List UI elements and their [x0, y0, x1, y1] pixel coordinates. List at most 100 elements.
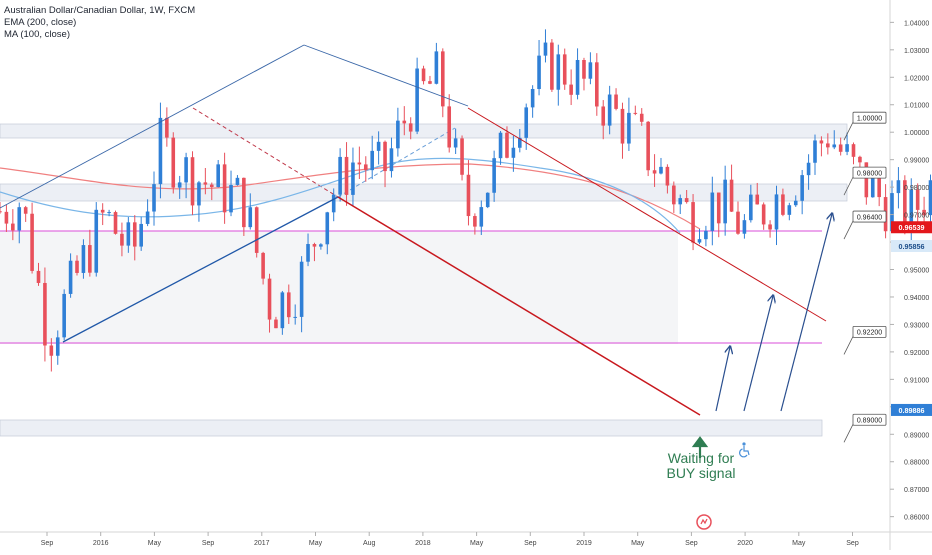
candle-body: [280, 292, 285, 329]
candle-body: [838, 144, 843, 152]
level-callout-box: [852, 413, 887, 426]
candle-body: [543, 42, 548, 56]
candle-body: [428, 81, 432, 84]
candle-body: [344, 156, 349, 195]
candle-body: [710, 192, 715, 231]
dashed-guide: [192, 107, 339, 198]
chart-title: Australian Dollar/Canadian Dollar, 1W, F…: [4, 5, 196, 16]
candle-body: [158, 117, 163, 185]
candle-body: [132, 222, 137, 247]
y-tick-label: 0.99000: [904, 158, 929, 165]
x-tick-label: Sep: [524, 540, 537, 547]
candle-body: [633, 112, 638, 114]
candle-body: [421, 68, 426, 82]
level-callout-label: 1.00000: [857, 115, 882, 122]
candle-body: [864, 162, 869, 198]
candle-body: [915, 189, 920, 210]
x-tick-label: May: [631, 540, 645, 547]
candle-body: [716, 192, 721, 224]
candle-body: [672, 185, 676, 205]
candle-body: [203, 182, 208, 185]
time-axis[interactable]: Sep 2016 May Sep 2017 May Aug 2018 May Sep 2019 May…: [41, 532, 859, 547]
candle-body: [787, 205, 792, 215]
tradingview-logo-icon: [696, 514, 712, 530]
candle-body: [171, 137, 176, 188]
level-callout-label: 0.92200: [857, 330, 882, 337]
x-tick-label: May: [148, 540, 162, 547]
candle-body: [11, 223, 15, 231]
candle-body: [556, 54, 561, 90]
candle-body: [665, 166, 670, 186]
candle-body: [88, 245, 92, 273]
callout-pointer: [843, 220, 854, 240]
x-tick-label: Aug: [363, 540, 376, 547]
candle-body: [595, 62, 599, 107]
candle-body: [607, 94, 612, 126]
candle-body: [485, 192, 490, 208]
channel-upper-right: [303, 44, 469, 107]
candle-body: [819, 140, 824, 144]
callout-pointer: [843, 336, 854, 355]
candle-body: [890, 193, 894, 232]
candle-body: [267, 278, 272, 320]
price-axis-panel[interactable]: [890, 0, 932, 550]
candle-body: [402, 120, 407, 124]
level-callouts: 1.00000 0.98000 0.96400 0.92200 0.89000: [843, 111, 887, 443]
callout-pointer: [843, 176, 854, 196]
y-tick-label: 0.95000: [904, 268, 929, 275]
y-tick-label: 1.01000: [904, 103, 929, 110]
candle-body: [774, 194, 779, 230]
candle-body: [639, 113, 644, 122]
y-tick-label: 0.94000: [904, 295, 929, 302]
candle-body: [761, 204, 766, 225]
candle-body: [370, 150, 375, 171]
candle-body: [620, 108, 625, 144]
candles-layer: [0, 29, 932, 372]
candle-body: [453, 138, 458, 148]
price-badge: [891, 240, 932, 253]
candle-body: [319, 244, 323, 247]
candle-body: [177, 182, 182, 188]
x-tick-label: May: [792, 540, 806, 547]
accessibility-icon[interactable]: [739, 442, 750, 458]
candle-body: [832, 144, 837, 148]
candle-body: [126, 222, 131, 246]
candle-body: [100, 209, 105, 213]
candle-body: [877, 176, 881, 198]
candle-body: [813, 140, 817, 163]
support-zone: [0, 419, 823, 437]
candle-body: [293, 316, 297, 318]
candle-body: [903, 180, 907, 228]
candle-body: [254, 207, 259, 253]
candle-body: [325, 212, 330, 245]
candle-body: [229, 184, 233, 213]
candle-body: [68, 260, 73, 294]
candle-body: [81, 245, 86, 273]
candle-body: [678, 198, 683, 205]
candle-body: [460, 138, 464, 175]
level-callout-box: [852, 166, 887, 179]
candle-body: [537, 55, 541, 89]
candle-body: [697, 239, 702, 243]
candle-body: [62, 293, 66, 338]
candle-body: [922, 209, 926, 216]
candle-body: [498, 132, 503, 159]
level-callout-label: 0.96400: [857, 214, 882, 221]
candle-body: [562, 54, 567, 85]
price-badge-label: 0.96539: [899, 223, 925, 232]
x-tick-label: Sep: [685, 540, 698, 547]
candle-body: [806, 162, 811, 176]
candle-body: [691, 202, 695, 243]
x-tick-label: Sep: [202, 540, 215, 547]
candle-body: [389, 148, 394, 172]
candle-body: [479, 207, 484, 227]
candle-body: [17, 207, 22, 231]
candle-body: [312, 244, 317, 247]
green-up-arrow: [691, 436, 709, 458]
candle-body: [736, 211, 740, 234]
annotation-line-2: BUY signal: [666, 465, 735, 481]
candle-body: [351, 162, 355, 195]
candle-body: [299, 261, 304, 317]
